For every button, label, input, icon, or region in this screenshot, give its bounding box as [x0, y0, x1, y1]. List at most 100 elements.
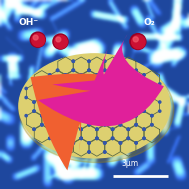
Circle shape — [88, 96, 90, 99]
Circle shape — [41, 87, 43, 90]
Circle shape — [57, 96, 59, 99]
Circle shape — [64, 128, 67, 130]
Circle shape — [33, 128, 35, 130]
Circle shape — [33, 35, 38, 40]
Circle shape — [96, 101, 98, 103]
Circle shape — [119, 124, 122, 126]
Circle shape — [127, 101, 129, 103]
Circle shape — [104, 115, 106, 117]
Circle shape — [33, 83, 35, 85]
Circle shape — [130, 34, 146, 50]
Circle shape — [88, 69, 90, 71]
Circle shape — [41, 115, 43, 117]
Circle shape — [112, 74, 114, 76]
Circle shape — [72, 142, 74, 144]
Circle shape — [127, 137, 129, 139]
Circle shape — [80, 101, 82, 103]
Circle shape — [135, 124, 137, 126]
Circle shape — [88, 87, 90, 90]
Circle shape — [72, 87, 74, 90]
Circle shape — [88, 124, 90, 126]
Circle shape — [143, 110, 145, 112]
Circle shape — [57, 115, 59, 117]
Circle shape — [64, 128, 67, 130]
Circle shape — [96, 74, 98, 76]
Circle shape — [64, 110, 67, 112]
Circle shape — [132, 35, 145, 49]
Circle shape — [57, 124, 59, 126]
Text: O₂: O₂ — [144, 18, 155, 27]
Circle shape — [72, 87, 74, 90]
Circle shape — [72, 60, 74, 62]
Circle shape — [72, 124, 74, 126]
Circle shape — [41, 124, 43, 126]
Circle shape — [49, 101, 51, 103]
Circle shape — [80, 137, 82, 139]
Circle shape — [49, 74, 51, 76]
Circle shape — [112, 101, 114, 103]
Circle shape — [56, 37, 61, 42]
Circle shape — [151, 96, 153, 99]
Circle shape — [119, 69, 122, 71]
Circle shape — [72, 87, 74, 90]
Circle shape — [135, 115, 137, 117]
Circle shape — [80, 128, 82, 130]
Circle shape — [88, 69, 90, 71]
Circle shape — [64, 83, 67, 85]
Circle shape — [96, 110, 98, 112]
Circle shape — [41, 96, 43, 99]
Circle shape — [119, 115, 122, 117]
Circle shape — [41, 115, 43, 117]
Circle shape — [127, 110, 129, 112]
Circle shape — [72, 69, 74, 71]
Circle shape — [104, 115, 106, 117]
Circle shape — [33, 110, 35, 112]
Circle shape — [143, 74, 145, 76]
Circle shape — [119, 69, 122, 71]
Circle shape — [143, 128, 145, 130]
Circle shape — [104, 142, 106, 144]
Circle shape — [88, 60, 90, 62]
Circle shape — [143, 101, 145, 103]
Circle shape — [64, 110, 67, 112]
Circle shape — [57, 87, 59, 90]
Circle shape — [104, 96, 106, 99]
Circle shape — [151, 124, 153, 126]
Circle shape — [80, 83, 82, 85]
Circle shape — [96, 137, 98, 139]
Circle shape — [80, 137, 82, 139]
Circle shape — [72, 115, 74, 117]
Circle shape — [72, 124, 74, 126]
Circle shape — [41, 124, 43, 126]
Circle shape — [127, 101, 129, 103]
Circle shape — [53, 34, 68, 49]
Circle shape — [88, 87, 90, 90]
Circle shape — [64, 74, 67, 76]
Circle shape — [119, 87, 122, 90]
Circle shape — [143, 83, 145, 85]
Circle shape — [112, 110, 114, 112]
Circle shape — [112, 137, 114, 139]
Circle shape — [133, 37, 138, 42]
Circle shape — [88, 115, 90, 117]
Circle shape — [72, 115, 74, 117]
Circle shape — [127, 110, 129, 112]
Circle shape — [80, 74, 82, 76]
Circle shape — [32, 34, 45, 46]
Circle shape — [112, 74, 114, 76]
Circle shape — [96, 137, 98, 139]
Circle shape — [64, 137, 67, 139]
Circle shape — [104, 142, 106, 144]
Circle shape — [72, 69, 74, 71]
Circle shape — [80, 128, 82, 130]
FancyArrowPatch shape — [31, 74, 131, 170]
Circle shape — [96, 128, 98, 130]
Circle shape — [49, 101, 51, 103]
Circle shape — [88, 124, 90, 126]
Circle shape — [135, 96, 137, 99]
Circle shape — [64, 110, 67, 112]
Circle shape — [112, 110, 114, 112]
Circle shape — [80, 110, 82, 112]
Circle shape — [41, 87, 43, 90]
Circle shape — [112, 110, 114, 112]
